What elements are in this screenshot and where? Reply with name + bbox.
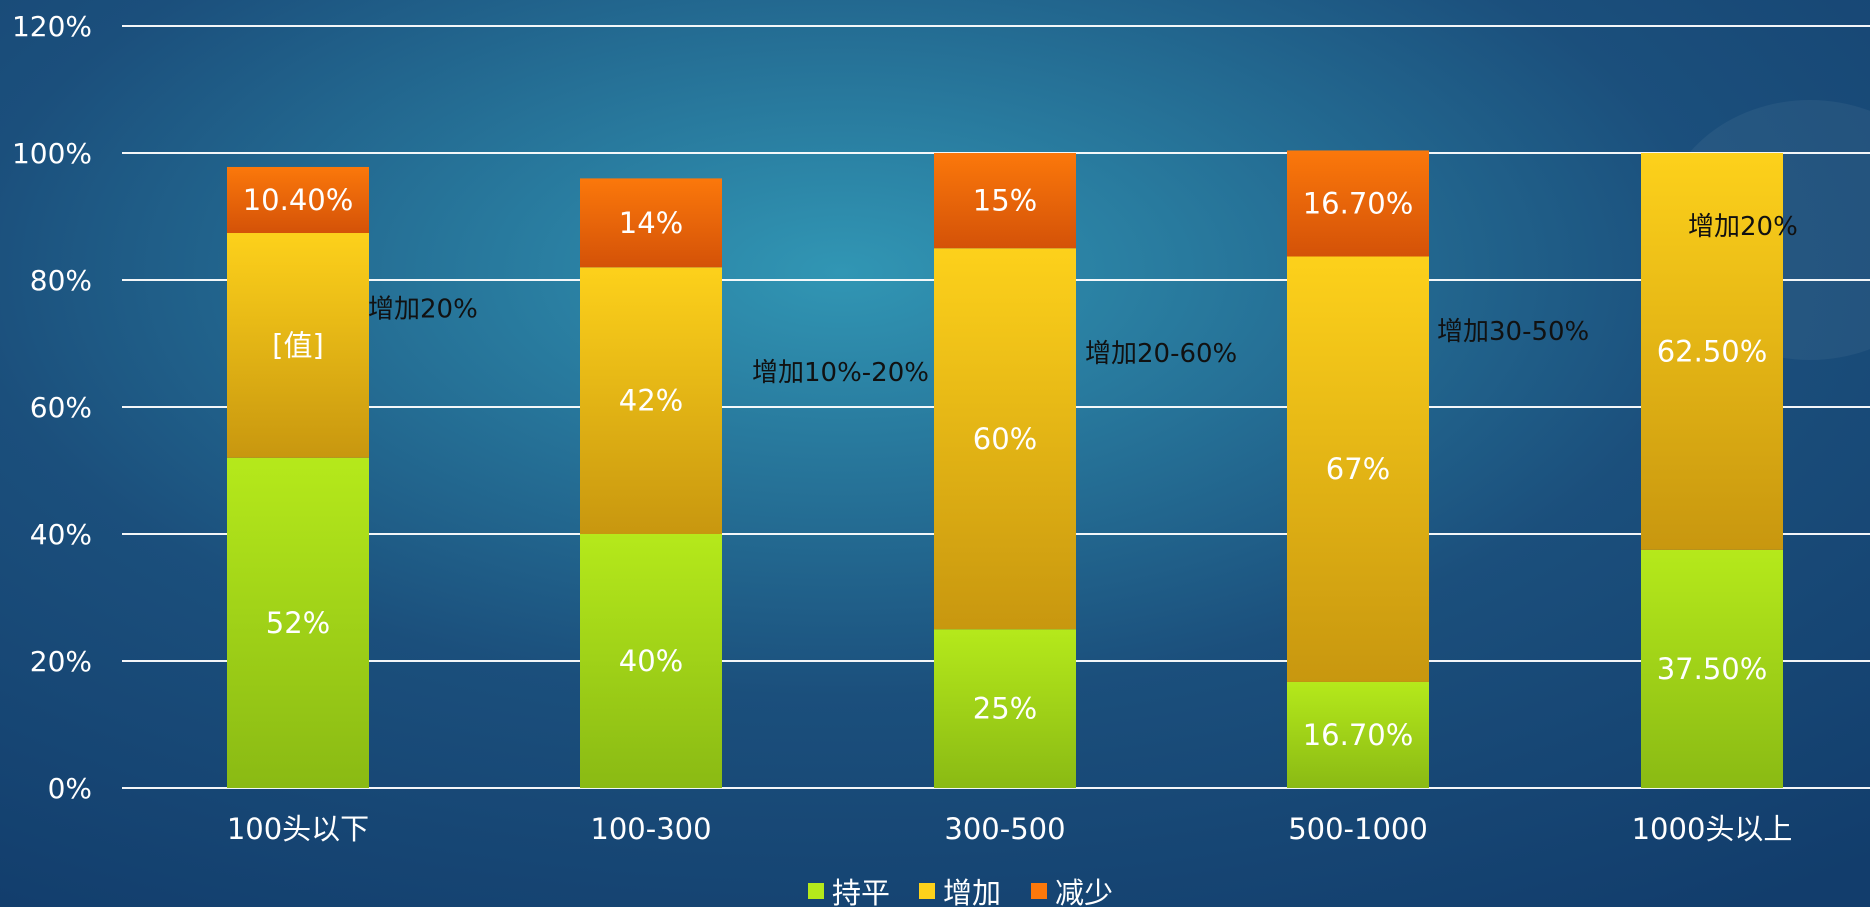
legend-label: 减少 [1055,876,1113,907]
data-label: 15% [973,184,1037,218]
bar-segment-increase [1287,256,1429,682]
legend-swatch [1031,883,1047,899]
annotation-label: 增加10%-20% [752,358,929,388]
bar-segment-increase [934,248,1076,630]
x-category-label: 100-300 [590,812,711,846]
bar-segment-flat [227,457,369,788]
data-label: 37.50% [1657,652,1768,686]
y-axis-tick-labels: 0% 20% 40% 60% 80% 100% 120% [12,10,92,805]
legend: 持平 增加 减少 [808,876,1113,907]
data-label: 40% [619,644,683,678]
y-tick-label: 100% [12,137,92,170]
legend-swatch [808,883,824,899]
data-label: 10.40% [243,183,354,217]
bar-segment-decrease [1287,150,1429,257]
y-tick-label: 0% [48,772,92,805]
bar-segment-flat [1287,681,1429,788]
bar-segment-flat [1641,549,1783,788]
bar-segments [227,150,1783,788]
bar-segment-decrease [227,166,369,234]
data-label: 42% [619,384,683,418]
annotation-label: 增加20% [368,295,478,325]
bar-segment-decrease [580,178,722,268]
annotations: 增加20% 增加10%-20% 增加20-60% 增加30-50% 增加20% [368,212,1798,388]
x-category-label: 300-500 [944,812,1065,846]
y-tick-label: 60% [30,391,92,424]
data-label: 60% [973,422,1037,456]
bar-segment-flat [934,629,1076,788]
legend-label: 持平 [832,876,890,907]
x-category-label: 1000头以上 [1632,812,1793,846]
data-label: 52% [266,606,330,640]
data-labels: 52% [值] 10.40% 40% 42% 14% 25% 60% 15% 16.70% 67% 1… [243,183,1768,752]
legend-label: 增加 [943,876,1001,907]
data-label: 67% [1326,452,1390,486]
data-label: 25% [973,692,1037,726]
bar-segment-decrease [934,153,1076,249]
annotation-label: 增加20% [1688,212,1798,242]
annotation-label: 增加30-50% [1437,317,1589,347]
x-category-label: 500-1000 [1288,812,1428,846]
legend-swatch [919,883,935,899]
bar-segment-increase [1641,153,1783,550]
data-label: [值] [272,328,324,362]
y-tick-label: 20% [30,645,92,678]
y-tick-label: 40% [30,518,92,551]
data-label: 16.70% [1303,718,1414,752]
x-axis-category-labels: 100头以下 100-300 300-500 500-1000 1000头以上 [227,812,1793,846]
bar-segment-increase [580,267,722,534]
x-category-label: 100头以下 [227,812,369,846]
data-label: 16.70% [1303,186,1414,220]
data-label: 14% [619,206,683,240]
y-tick-label: 120% [12,10,92,43]
data-label: 62.50% [1657,334,1768,368]
bar-segment-increase [227,233,369,458]
annotation-label: 增加20-60% [1085,339,1237,369]
bar-segment-flat [580,534,722,788]
y-tick-label: 80% [30,264,92,297]
